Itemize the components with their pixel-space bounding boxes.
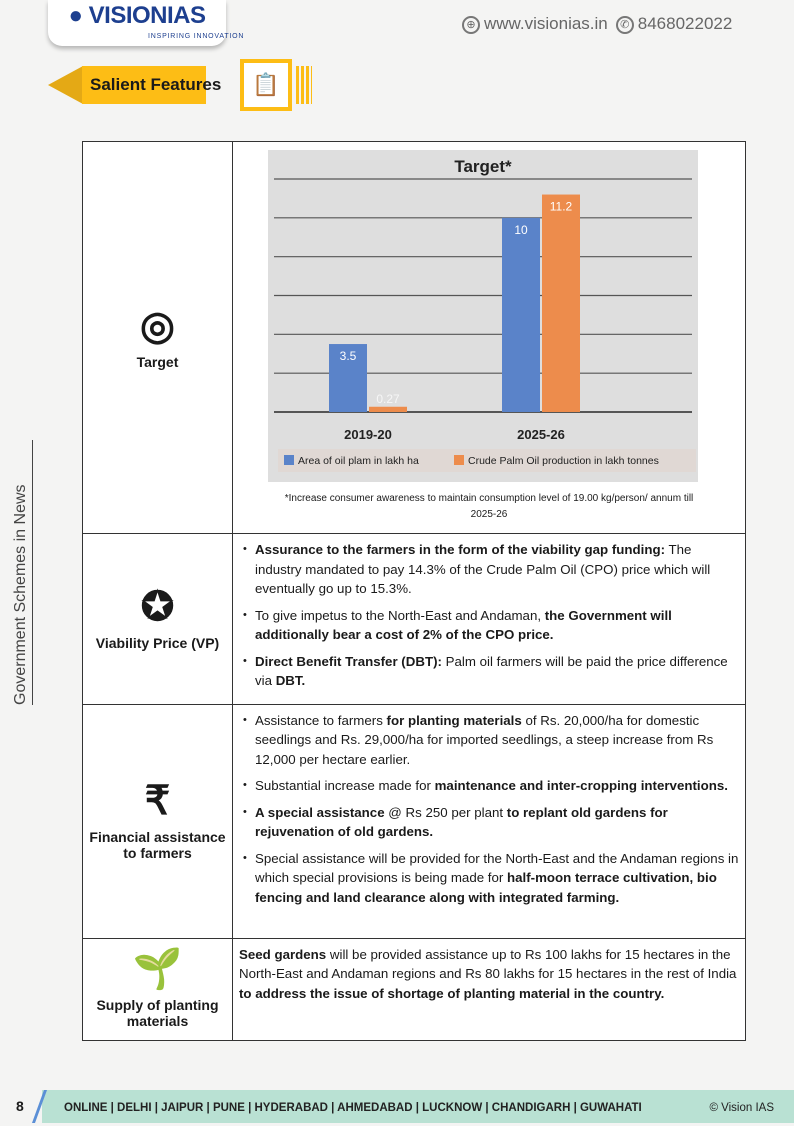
side-title: Government Schemes in News	[12, 440, 33, 705]
text-segment: will be provided assistance up to Rs 100…	[239, 946, 737, 982]
text-segment: Assurance to the farmers in the form of …	[255, 542, 666, 557]
logo-tagline: INSPIRING INNOVATION	[148, 33, 245, 40]
text-segment: Special assistance will be provided for …	[255, 850, 739, 886]
x-tick-label: 2025-26	[517, 427, 565, 442]
text-segment: A special assistance	[255, 804, 385, 820]
logo-text: ● VISIONIAS	[68, 2, 206, 29]
bar-crude-palm-oil	[542, 194, 580, 412]
row-label: Viability Price (VP)	[95, 634, 220, 651]
contact-info: ⊕ www.visionias.in ✆ 8468022022	[462, 14, 732, 34]
hand-plant-icon: 🌱	[132, 947, 183, 991]
data-label: 0.27	[376, 392, 400, 406]
x-tick-label: 2019-20	[344, 427, 392, 442]
bar-area-of-oil	[502, 217, 540, 412]
footer-divider	[31, 1090, 48, 1123]
paragraph: Seed gardens will be provided assistance…	[233, 939, 745, 1010]
bullet-item: To give impetus to the North-East and An…	[239, 606, 739, 645]
text-segment: for planting materials	[386, 712, 522, 728]
row-label: Supply of planting materials	[96, 997, 219, 1029]
bullet-item: A special assistance @ Rs 250 per plant …	[239, 803, 739, 842]
text-segment: DBT.	[275, 673, 306, 688]
text-segment: to address the issue of shortage of plan…	[239, 985, 665, 1001]
page-number: 8	[16, 1098, 24, 1114]
rupee-icon: ₹	[144, 779, 171, 823]
target-bar-chart: Target* 3.5 0.27 2019-20 10 11.2 2025-26 Area o…	[268, 150, 698, 482]
bullet-item: Assurance to the farmers in the form of …	[239, 540, 739, 599]
banner-stripes	[296, 66, 312, 104]
content-cell: Assurance to the farmers in the form of …	[232, 533, 746, 705]
website-link[interactable]: www.visionias.in	[484, 14, 608, 33]
text-segment: The industry mandated to pay 14.3% of th…	[255, 542, 711, 596]
text-segment: To give impetus to the North-East and An…	[255, 607, 545, 623]
checklist-magnifier-icon: 📋	[240, 59, 292, 111]
footer-bar: ONLINE | DELHI | JAIPUR | PUNE | HYDERAB…	[31, 1090, 794, 1123]
row-target: ◎ Target Target* 3.5 0.27 2019-20 10 11.2 2025-…	[82, 141, 746, 534]
data-label: 11.2	[550, 200, 573, 214]
text-segment: the Government will additionally bear a …	[255, 607, 672, 643]
text-segment: to replant old gardens for rejuvenation …	[255, 804, 668, 840]
data-label: 10	[514, 223, 528, 237]
bullet-item: Direct Benefit Transfer (DBT): Palm oil …	[239, 652, 739, 691]
legend-swatch	[454, 455, 464, 465]
text-segment: of Rs. 20,000/ha for domestic seedlings …	[255, 712, 714, 767]
text-segment: Seed gardens	[239, 946, 327, 962]
row-supply-planting: 🌱 Supply of planting materials Seed garde…	[82, 937, 746, 1041]
chart-footnote: *Increase consumer awareness to maintain…	[284, 493, 694, 520]
row-label-cell: ◎ Target	[82, 141, 233, 534]
phone-icon: ✆	[615, 15, 634, 34]
text-segment: Palm oil farmers will be paid the price …	[255, 653, 728, 689]
features-table: ◎ Target Target* 3.5 0.27 2019-20 10 11.2 2025-…	[82, 141, 746, 1041]
text-segment: @ Rs 250 per plant	[384, 804, 507, 820]
content-cell: Seed gardens will be provided assistance…	[232, 937, 746, 1041]
text-segment: maintenance and inter-cropping intervent…	[434, 778, 728, 793]
legend-label: Area of oil plam in lakh ha	[298, 455, 419, 467]
row-viability-price: ✪ Viability Price (VP) Assurance to the f…	[82, 533, 746, 705]
row-label: Target	[136, 353, 179, 370]
row-label: Financial assistance to farmers	[89, 829, 226, 861]
globe-icon: ⊕	[462, 15, 480, 34]
chart-title: Target*	[454, 157, 512, 176]
footer-copyright: © Vision IAS	[709, 1102, 774, 1114]
bullet-item: Special assistance will be provided for …	[239, 849, 739, 908]
vision-ias-logo: ● VISIONIAS INSPIRING INNOVATION	[48, 0, 243, 46]
legend-label: Crude Palm Oil production in lakh tonnes	[468, 455, 659, 467]
row-label-cell: ✪ Viability Price (VP)	[82, 533, 233, 705]
data-label: 3.5	[340, 349, 357, 363]
chart-background	[268, 150, 698, 482]
text-segment: Assistance to farmers	[255, 712, 387, 728]
phone-number: 8468022022	[637, 14, 733, 33]
row-financial-assistance: ₹ Financial assistance to farmers Assista…	[82, 703, 746, 939]
content-cell: Assistance to farmers for planting mater…	[232, 703, 746, 939]
bar-area-of-oil	[329, 344, 367, 412]
text-segment: Direct Benefit Transfer (DBT):	[255, 653, 442, 669]
bullet-list: Assistance to farmers for planting mater…	[233, 705, 745, 921]
row-label-cell: ₹ Financial assistance to farmers	[82, 703, 233, 939]
legend-swatch	[284, 455, 294, 465]
text-segment: Substantial increase made for	[255, 778, 435, 793]
legend-box	[278, 449, 696, 472]
bullet-item: Substantial increase made for maintenanc…	[239, 776, 739, 796]
text-segment: half-moon terrace cultivation, bio fenci…	[255, 870, 717, 905]
bullet-item: Assistance to farmers for planting mater…	[239, 711, 739, 770]
target-icon: ◎	[140, 303, 175, 348]
row-label-cell: 🌱 Supply of planting materials	[82, 937, 233, 1041]
section-title: Salient Features	[82, 66, 221, 104]
banner-arrow	[48, 66, 83, 104]
footer-locations: ONLINE | DELHI | JAIPUR | PUNE | HYDERAB…	[64, 1102, 642, 1114]
badge-check-icon: ✪	[140, 584, 175, 629]
bullet-list: Assurance to the farmers in the form of …	[233, 534, 745, 704]
chart-cell: Target* 3.5 0.27 2019-20 10 11.2 2025-26 Area o…	[232, 141, 746, 534]
bar-crude-palm-oil	[369, 406, 407, 412]
